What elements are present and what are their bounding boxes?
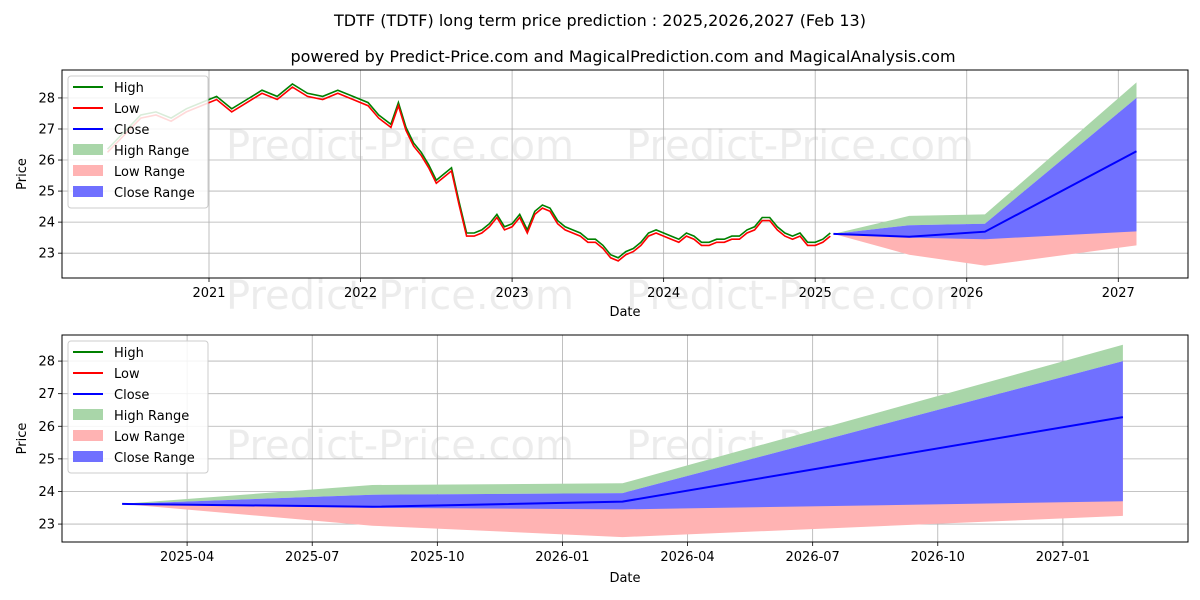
watermark-text: Predict-Price.com xyxy=(226,273,574,319)
x-tick-label: 2025 xyxy=(799,286,832,301)
legend-label: Low Range xyxy=(114,430,185,445)
close-forecast-line xyxy=(833,150,1137,238)
watermark-text: Predict-Price.com xyxy=(226,123,574,169)
watermark-text: Predict-Price.com xyxy=(626,123,974,169)
x-tick-label: 2021 xyxy=(192,286,225,301)
chart-title: TDTF (TDTF) long term price prediction :… xyxy=(333,11,866,30)
y-tick-label: 26 xyxy=(38,420,55,435)
legend-swatch-high-range xyxy=(73,144,103,155)
y-tick-label: 24 xyxy=(38,485,55,500)
close-range-band xyxy=(833,97,1137,240)
y-tick-label: 23 xyxy=(38,518,55,533)
low-series-line xyxy=(106,86,831,262)
y-tick-label: 25 xyxy=(38,185,55,200)
axes-frame xyxy=(61,334,1189,543)
legend-label: Close Range xyxy=(114,186,195,201)
y-tick-label: 25 xyxy=(38,452,55,467)
high-series-line xyxy=(106,83,831,259)
y-tick-label: 24 xyxy=(38,216,55,231)
y-axis-label: Price xyxy=(15,158,30,190)
legend-label: High xyxy=(114,81,144,96)
y-axis-label: Price xyxy=(15,423,30,455)
legend-swatch-high-range xyxy=(73,409,103,420)
axes-frame xyxy=(61,69,1189,279)
x-tick-label: 2025-04 xyxy=(160,550,214,565)
y-tick-label: 26 xyxy=(38,154,55,169)
legend-label: Close xyxy=(114,388,149,403)
x-tick-label: 2026-04 xyxy=(660,550,714,565)
y-tick-label: 28 xyxy=(38,91,55,106)
legend-label: High xyxy=(114,346,144,361)
legend-label: Close Range xyxy=(114,451,195,466)
x-tick-label: 2025-07 xyxy=(285,550,339,565)
legend-swatch-close-range xyxy=(73,451,103,462)
y-tick-label: 27 xyxy=(38,387,55,402)
y-tick-label: 23 xyxy=(38,247,55,262)
x-tick-label: 2026-10 xyxy=(911,550,965,565)
y-tick-label: 27 xyxy=(38,122,55,137)
legend-label: Low Range xyxy=(114,165,185,180)
close-forecast-line xyxy=(122,416,1124,508)
legend-label: High Range xyxy=(114,409,189,424)
legend-swatch-close-range xyxy=(73,186,103,197)
watermark-text: Predict-Price.com xyxy=(626,273,974,319)
x-tick-label: 2024 xyxy=(647,286,680,301)
low-range-band xyxy=(833,150,1137,266)
legend-label: Low xyxy=(114,102,140,117)
legend-label: Close xyxy=(114,123,149,138)
legend-swatch-low-range xyxy=(73,430,103,441)
legend-label: Low xyxy=(114,367,140,382)
x-tick-label: 2026 xyxy=(950,286,983,301)
x-axis-label: Date xyxy=(609,571,640,586)
x-tick-label: 2023 xyxy=(496,286,529,301)
y-tick-label: 28 xyxy=(38,355,55,370)
close-range-band xyxy=(122,361,1123,510)
x-tick-label: 2025-10 xyxy=(410,550,464,565)
panel-long-term: Predict-Price.com Predict-Price.com Predic… xyxy=(15,69,1189,320)
x-tick-label: 2027-01 xyxy=(1036,550,1090,565)
x-tick-label: 2026-01 xyxy=(535,550,589,565)
x-tick-label: 2022 xyxy=(344,286,377,301)
panel-forecast-zoom: Predict-Price.comPredict-Price.com2025-0… xyxy=(15,334,1189,586)
legend-swatch-low-range xyxy=(73,165,103,176)
watermark-text: Predict-Price.com xyxy=(226,423,574,469)
x-axis-label: Date xyxy=(609,305,640,320)
legend-label: High Range xyxy=(114,144,189,159)
chart-subtitle: powered by Predict-Price.com and Magical… xyxy=(290,47,955,66)
x-tick-label: 2026-07 xyxy=(786,550,840,565)
x-tick-label: 2027 xyxy=(1102,286,1135,301)
low-range-band xyxy=(122,416,1123,538)
